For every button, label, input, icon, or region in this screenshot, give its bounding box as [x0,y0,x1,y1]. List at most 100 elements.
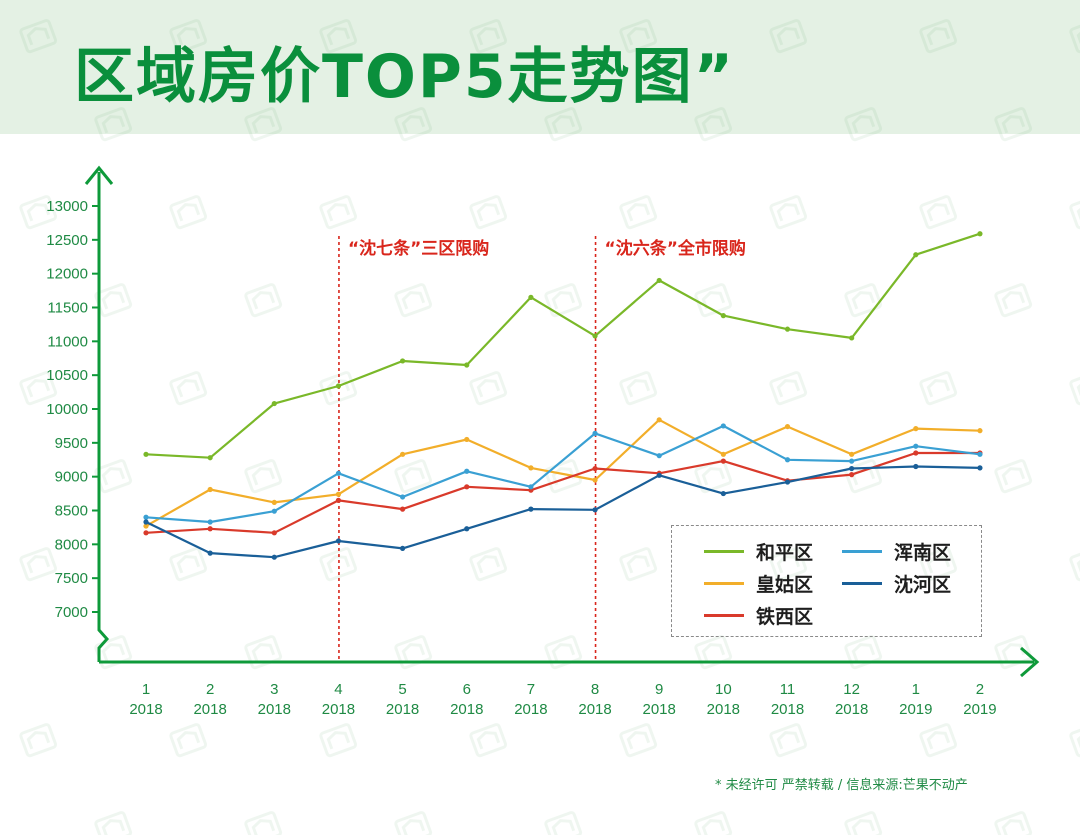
data-point [207,550,213,556]
series-line [145,465,981,559]
page-title: 区域房价TOP5走势图” [74,42,736,112]
legend-item: 铁西区 [704,603,814,628]
x-tick-month: 2 [206,681,214,698]
data-point [335,383,342,389]
y-tick-label: 10000 [46,401,88,418]
data-point [464,436,470,443]
data-point [207,455,213,461]
x-tick-month: 4 [334,681,342,698]
x-tick-month: 11 [780,681,796,698]
data-point [271,508,277,514]
data-point [977,451,983,457]
data-point [720,313,726,319]
annotation-label: “沈六条”全市限购 [605,238,746,259]
x-tick-month: 1 [142,681,150,698]
x-tick-year: 2018 [771,701,804,718]
legend-swatch [704,613,744,617]
x-tick-month: 10 [715,681,732,698]
data-point [849,451,855,457]
data-point [913,426,919,432]
data-point [592,507,598,513]
series-line [145,424,981,524]
data-point [143,523,149,529]
y-tick-label: 10500 [46,367,88,384]
legend-label: 和平区 [756,541,814,564]
legend-label: 皇姑区 [756,573,814,596]
legend-item: 沈河区 [842,571,952,596]
data-point [143,530,149,536]
x-tick-month: 1 [912,681,920,698]
data-point [400,451,406,457]
data-point [720,490,726,497]
legend-swatch [704,581,744,585]
x-tick-year: 2018 [450,701,483,718]
legend-swatch [842,549,882,553]
data-point [656,453,662,459]
legend-swatch [704,549,744,553]
data-point [143,519,149,525]
data-point [849,458,855,464]
x-tick-year: 2018 [322,701,355,718]
data-point [913,443,919,449]
x-axis-arrow [1020,646,1040,678]
annotation-label: “沈七条”三区限购 [348,238,489,259]
y-tick-label: 12000 [46,266,88,283]
data-point [784,457,791,463]
data-point [143,451,149,457]
data-point [913,252,919,258]
policy-annotations: “沈七条”三区限购 “沈六条”全市限购 [338,236,746,662]
data-point [143,514,149,520]
data-point [784,326,791,332]
data-point [464,362,470,368]
data-point [271,499,277,505]
data-point [592,430,598,436]
x-tick-month: 2 [976,681,984,698]
data-point [335,538,342,544]
data-point [720,451,726,457]
data-point [656,472,662,478]
x-tick-year: 2018 [514,701,547,718]
x-tick-year: 2018 [386,701,419,718]
data-point [977,465,983,471]
y-tick-label: 9500 [55,435,88,452]
data-point [592,465,598,472]
data-point [977,428,983,434]
y-tick-label: 11500 [47,300,88,317]
data-point [849,472,855,478]
data-point [720,458,726,464]
data-point [335,470,342,476]
data-point [400,494,406,500]
x-tick-year: 2018 [835,701,868,718]
x-tick-year: 2018 [643,701,676,718]
data-point [335,491,342,497]
x-tick-month: 5 [398,681,406,698]
legend-item: 皇姑区 [704,571,814,596]
legend-label: 沈河区 [894,573,952,596]
data-point [849,465,855,472]
x-tick-year: 2018 [193,701,226,718]
y-axis-arrow [84,165,114,185]
data-point [913,450,919,456]
x-tick-month: 8 [591,681,599,698]
x-tick-year: 2018 [129,701,162,718]
legend-swatch [842,581,882,585]
data-point [207,526,213,532]
x-tick-year: 2018 [578,701,611,718]
data-point [271,530,277,536]
legend-item: 浑南区 [842,539,952,564]
legend-label: 铁西区 [756,605,814,628]
source-footnote: * 未经许可 严禁转载 / 信息来源:芒果不动产 [715,778,968,793]
y-tick-label: 8000 [55,536,88,553]
legend-item: 和平区 [704,539,814,564]
data-point [400,506,406,512]
y-tick-label: 9000 [55,469,88,486]
x-tick-year: 2019 [899,701,932,718]
x-tick-month: 6 [463,681,471,698]
legend-label: 浑南区 [894,541,952,564]
x-tick-month: 3 [270,681,278,698]
data-point [335,497,342,503]
series-line [145,232,981,459]
y-tick-label: 11000 [47,333,88,350]
data-point [400,358,406,364]
